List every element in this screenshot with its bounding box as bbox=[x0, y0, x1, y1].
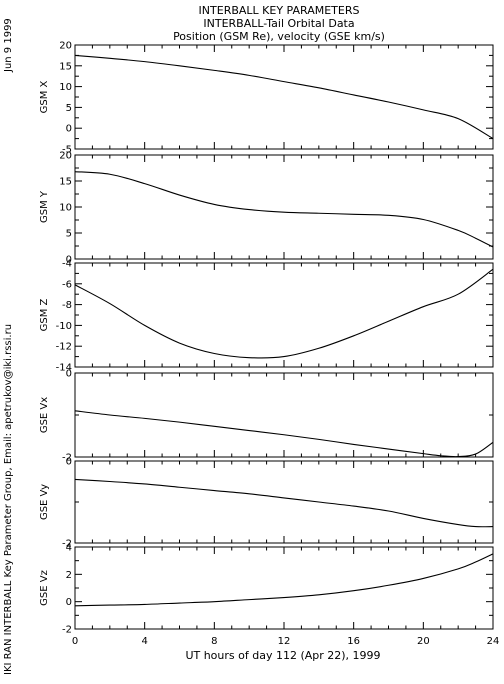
y-tick-label-gsm-x: 20 bbox=[59, 41, 72, 52]
series-line-gse-vz bbox=[74, 553, 494, 607]
header-title-line-1: INTERBALL KEY PARAMETERS bbox=[199, 4, 360, 17]
y-tick-label-gsm-x: 15 bbox=[59, 61, 72, 72]
y-tick-label-gsm-z: -12 bbox=[56, 342, 72, 353]
panel-gsm-z: -14 -12 -10 -8 -6 -4 GSM Z bbox=[39, 259, 494, 374]
y-tick-label-gse-vz: 4 bbox=[66, 543, 72, 554]
panel-gsm-y: 0 5 10 15 20 GSM Y bbox=[39, 151, 494, 266]
y-tick-label-gsm-x: 10 bbox=[59, 82, 72, 93]
panel-frame-gse-vx bbox=[74, 372, 494, 458]
y-tick-label-gsm-z: -8 bbox=[62, 300, 72, 311]
x-tick-label: 4 bbox=[141, 636, 147, 647]
y-tick-label-gsm-x: 5 bbox=[66, 103, 72, 114]
header-date: Jun 9 1999 bbox=[3, 18, 14, 73]
x-tick-label: 0 bbox=[72, 636, 78, 647]
x-axis-label: UT hours of day 112 (Apr 22), 1999 bbox=[185, 649, 380, 662]
x-tick-label: 16 bbox=[347, 636, 360, 647]
y-axis-label-gse-vx: GSE Vx bbox=[39, 397, 50, 433]
y-tick-label-gse-vy: -2 bbox=[62, 539, 72, 550]
series-line-gsm-z bbox=[74, 268, 494, 359]
x-tick-label: 12 bbox=[278, 636, 291, 647]
y-tick-label-gsm-y: 10 bbox=[59, 203, 72, 214]
y-tick-label-gsm-y: 5 bbox=[66, 229, 72, 240]
y-tick-label-gsm-y: 0 bbox=[66, 255, 72, 266]
series-line-gsm-y bbox=[74, 171, 494, 248]
side-credit: IKI RAN INTERBALL Key Parameter Group, E… bbox=[3, 324, 14, 675]
panel-frame-gse-vy bbox=[74, 460, 494, 544]
y-tick-label-gse-vz: -2 bbox=[62, 625, 72, 636]
y-tick-label-gse-vz: 0 bbox=[66, 597, 72, 608]
series-line-gse-vx bbox=[74, 410, 494, 458]
y-tick-label-gsm-y: 20 bbox=[59, 151, 72, 162]
y-tick-label-gse-vz: 2 bbox=[66, 570, 72, 581]
panel-gsm-x: -5 0 5 10 15 20 GSM X bbox=[39, 41, 494, 156]
y-axis-label-gse-vz: GSE Vz bbox=[39, 570, 50, 606]
x-tick-label: 8 bbox=[211, 636, 217, 647]
y-tick-label-gsm-x: 0 bbox=[66, 124, 72, 135]
series-line-gse-vy bbox=[74, 478, 494, 528]
y-axis-label-gse-vy: GSE Vy bbox=[39, 484, 50, 520]
header-title-line-3: Position (GSM Re), velocity (GSE km/s) bbox=[173, 30, 385, 43]
panel-frame-gsm-y bbox=[74, 154, 494, 260]
y-tick-label-gse-vy: 0 bbox=[66, 457, 72, 468]
y-tick-label-gsm-x: -5 bbox=[62, 145, 72, 156]
x-tick-label: 20 bbox=[417, 636, 430, 647]
y-axis-label-gsm-x: GSM X bbox=[39, 80, 50, 113]
panel-frame-gsm-z bbox=[74, 262, 494, 368]
y-tick-label-gsm-z: -10 bbox=[56, 321, 72, 332]
panel-gse-vz: -2 0 2 4 GSE Vz bbox=[39, 543, 494, 636]
y-tick-label-gsm-z: -4 bbox=[62, 259, 72, 270]
panel-gse-vx: -2 0 GSE Vx bbox=[39, 369, 494, 464]
y-axis-label-gsm-y: GSM Y bbox=[39, 190, 50, 223]
y-tick-label-gse-vx: -2 bbox=[62, 453, 72, 464]
x-tick-label: 24 bbox=[487, 636, 500, 647]
series-line-gsm-x bbox=[74, 54, 494, 140]
y-axis-label-gsm-z: GSM Z bbox=[39, 298, 50, 331]
y-tick-label-gsm-z: -6 bbox=[62, 279, 72, 290]
header-title-line-2: INTERBALL-Tail Orbital Data bbox=[203, 17, 354, 30]
panel-frame-gse-vz bbox=[74, 546, 494, 630]
y-tick-label-gsm-z: -14 bbox=[56, 363, 72, 374]
y-tick-label-gsm-y: 15 bbox=[59, 177, 72, 188]
y-tick-label-gse-vx: 0 bbox=[66, 369, 72, 380]
panel-gse-vy: -2 0 GSE Vy bbox=[39, 457, 494, 550]
